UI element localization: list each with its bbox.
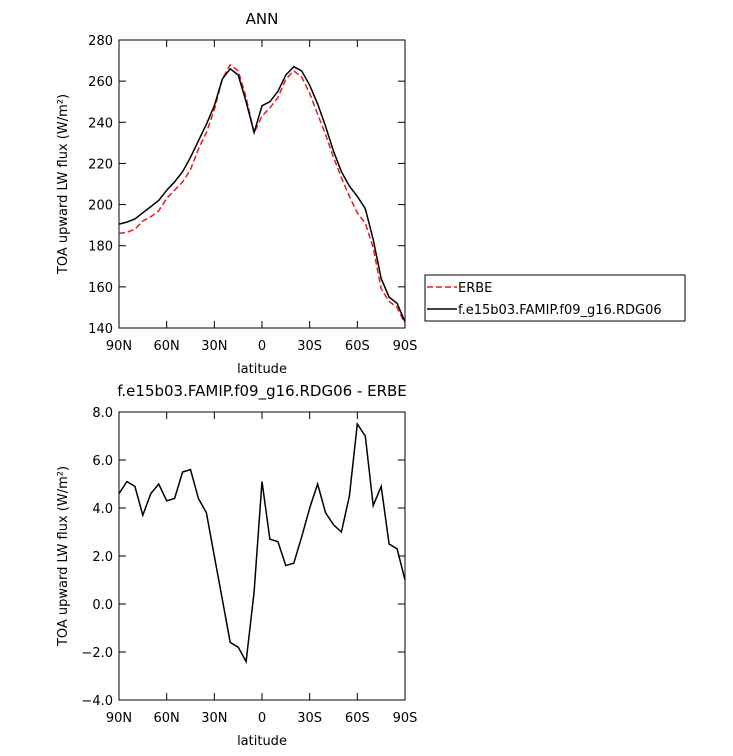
chart-title: f.e15b03.FAMIP.f09_g16.RDG06 - ERBE bbox=[117, 382, 407, 401]
data-line bbox=[118, 65, 406, 323]
x-tick-label: 0 bbox=[258, 339, 266, 354]
y-tick-label: 140 bbox=[88, 322, 113, 337]
y-tick-label: 220 bbox=[88, 157, 113, 172]
legend-label: f.e15b03.FAMIP.f09_g16.RDG06 bbox=[458, 303, 662, 318]
y-tick-label: 200 bbox=[88, 199, 113, 214]
x-tick-label: 30S bbox=[297, 711, 322, 726]
data-line bbox=[118, 63, 406, 325]
y-tick-label: 180 bbox=[88, 240, 113, 255]
x-tick-label: 90S bbox=[393, 339, 418, 354]
x-tick-label: 60S bbox=[345, 339, 370, 354]
x-axis-label: latitude bbox=[237, 734, 287, 749]
y-tick-label: 2.0 bbox=[92, 550, 113, 565]
x-tick-label: 60N bbox=[154, 339, 180, 354]
x-tick-label: 60N bbox=[154, 711, 180, 726]
legend-box bbox=[424, 274, 686, 322]
x-tick-label: 90N bbox=[106, 711, 132, 726]
x-tick-label: 30N bbox=[201, 711, 227, 726]
y-tick-label: −2.0 bbox=[81, 646, 113, 661]
y-tick-label: 260 bbox=[88, 75, 113, 90]
y-tick-label: 160 bbox=[88, 281, 113, 296]
x-axis-label: latitude bbox=[237, 362, 287, 377]
plot-frame bbox=[118, 411, 406, 701]
y-tick-label: 8.0 bbox=[92, 406, 113, 421]
x-tick-label: 0 bbox=[258, 711, 266, 726]
y-axis-label: TOA upward LW flux (W/m²) bbox=[56, 94, 71, 275]
x-tick-label: 30S bbox=[297, 339, 322, 354]
data-line bbox=[118, 421, 406, 665]
y-tick-label: 240 bbox=[88, 116, 113, 131]
y-tick-label: 4.0 bbox=[92, 502, 113, 517]
x-tick-label: 90N bbox=[106, 339, 132, 354]
y-tick-label: −4.0 bbox=[81, 694, 113, 709]
x-tick-label: 90S bbox=[393, 711, 418, 726]
x-tick-label: 30N bbox=[201, 339, 227, 354]
y-tick-label: 6.0 bbox=[92, 454, 113, 469]
plot-frame bbox=[118, 39, 406, 329]
chart-title: ANN bbox=[246, 10, 279, 28]
x-tick-label: 60S bbox=[345, 711, 370, 726]
y-axis-label: TOA upward LW flux (W/m²) bbox=[56, 466, 71, 647]
y-tick-label: 0.0 bbox=[92, 598, 113, 613]
legend-label: ERBE bbox=[458, 281, 492, 296]
y-tick-label: 280 bbox=[88, 34, 113, 49]
